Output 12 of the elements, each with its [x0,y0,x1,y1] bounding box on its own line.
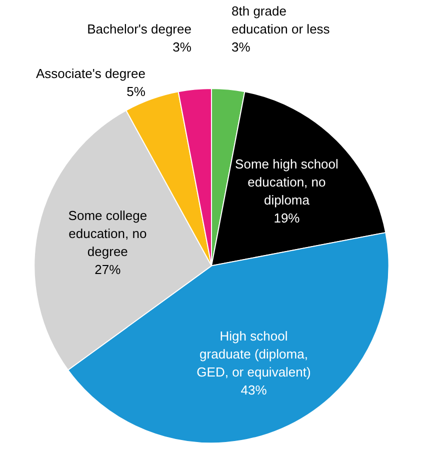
data-label: 43% [240,382,268,398]
slice-label: Associate's degree [36,66,146,82]
data-label: 19% [274,210,300,226]
slice-label: 8th grade education or less [232,4,330,36]
data-label: 3% [172,40,192,54]
slice-label: Some high school education, no diploma [235,156,339,208]
slice-label: Bachelor's degree [87,22,192,36]
data-label: 27% [94,262,122,278]
slice-label: High school graduate (diploma, GED, or equivalent) [196,328,311,380]
data-label: 3% [232,40,251,54]
data-label: 5% [126,84,146,100]
slice-label: Some college education, no degree [68,208,148,260]
